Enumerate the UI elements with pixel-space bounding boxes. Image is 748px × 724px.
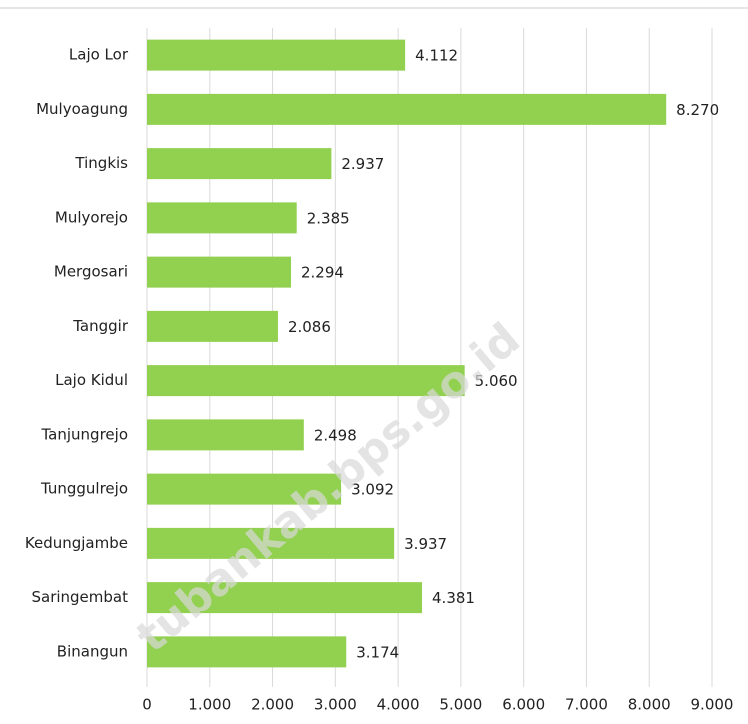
bar (147, 419, 304, 451)
y-tick-label: Tingkis (74, 154, 128, 172)
y-tick-label: Tunggulrejo (40, 480, 128, 498)
value-label: 3.174 (356, 643, 399, 661)
y-tick-label: Binangun (57, 642, 128, 660)
y-tick-label: Lajo Lor (69, 46, 129, 64)
bar (147, 310, 278, 342)
value-label: 5.060 (475, 372, 518, 390)
value-label: 2.294 (301, 264, 344, 282)
x-tick-label: 7.000 (565, 696, 608, 714)
bar (147, 636, 347, 668)
x-tick-label: 6.000 (502, 696, 545, 714)
y-tick-label: Tanggir (72, 317, 129, 335)
y-tick-label: Saringembat (31, 588, 128, 606)
y-tick-label: Mergosari (54, 263, 128, 281)
y-tick-label: Mulyorejo (55, 208, 128, 226)
y-tick-label: Kedungjambe (25, 534, 128, 552)
x-tick-label: 0 (142, 696, 152, 714)
bar (147, 93, 667, 125)
bar (147, 365, 465, 397)
bar (147, 39, 406, 71)
value-label: 2.385 (307, 209, 350, 227)
bar (147, 582, 423, 614)
y-tick-label: Mulyoagung (36, 100, 128, 118)
value-label: 4.112 (415, 47, 458, 65)
value-label: 3.092 (351, 481, 394, 499)
value-label: 8.270 (676, 101, 719, 119)
x-tick-label: 3.000 (314, 696, 357, 714)
value-label: 2.498 (314, 426, 357, 444)
y-tick-label: Tanjungrejo (41, 425, 129, 443)
x-tick-label: 1.000 (188, 696, 231, 714)
value-label: 2.937 (341, 155, 384, 173)
bar (147, 527, 395, 559)
bar (147, 148, 332, 180)
x-tick-label: 5.000 (439, 696, 482, 714)
value-label: 3.937 (404, 535, 447, 553)
bar (147, 256, 292, 288)
bar (147, 202, 297, 234)
x-tick-label: 4.000 (377, 696, 420, 714)
x-tick-label: 9.000 (691, 696, 734, 714)
x-tick-label: 8.000 (628, 696, 671, 714)
x-tick-label: 2.000 (251, 696, 294, 714)
value-label: 2.086 (288, 318, 331, 336)
value-label: 4.381 (432, 589, 475, 607)
y-tick-label: Lajo Kidul (55, 371, 128, 389)
bar (147, 473, 342, 505)
